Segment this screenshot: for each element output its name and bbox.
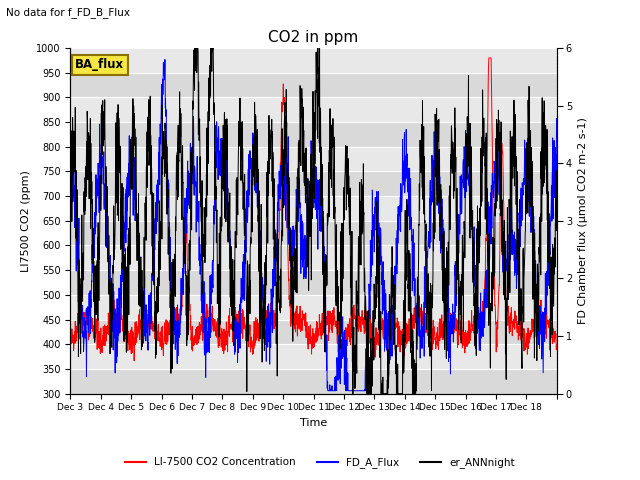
Bar: [70, 171, 557, 196]
Y-axis label: LI7500 CO2 (ppm): LI7500 CO2 (ppm): [20, 170, 31, 272]
Bar: [70, 72, 557, 97]
Bar: [70, 221, 557, 245]
Legend: LI-7500 CO2 Concentration, FD_A_Flux, er_ANNnight: LI-7500 CO2 Concentration, FD_A_Flux, er…: [121, 453, 519, 472]
Bar: [70, 270, 557, 295]
Text: No data for f_FD_B_Flux: No data for f_FD_B_Flux: [6, 7, 131, 18]
Y-axis label: FD Chamber flux (μmol CO2 m-2 s-1): FD Chamber flux (μmol CO2 m-2 s-1): [578, 118, 588, 324]
Bar: [70, 320, 557, 344]
Title: CO2 in ppm: CO2 in ppm: [268, 30, 359, 46]
Bar: [70, 369, 557, 394]
X-axis label: Time: Time: [300, 418, 327, 428]
Text: BA_flux: BA_flux: [76, 59, 124, 72]
Bar: [70, 122, 557, 147]
